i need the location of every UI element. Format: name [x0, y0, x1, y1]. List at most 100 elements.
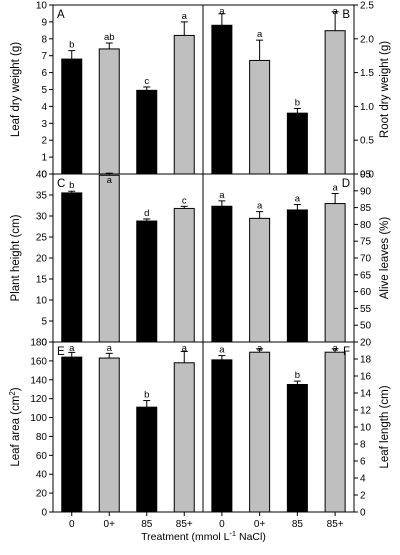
panel-b-sig-letter: a: [257, 29, 263, 40]
panel-a-ytick-label: 10: [36, 1, 48, 12]
panel-d-letter: D: [342, 178, 350, 190]
panel-f-bar: [249, 351, 271, 513]
panel-d-ylabel: Alive leaves (%): [379, 217, 391, 300]
panel-e-ylabel: Leaf area (cm2): [8, 387, 22, 466]
panel-c-bar: [98, 174, 120, 343]
panel-f-ytick-label: 0: [360, 508, 366, 519]
panel-a-ytick-label: 1: [41, 153, 47, 164]
panel-e-ytick-label: 80: [36, 432, 48, 443]
panel-c-bar: [61, 192, 83, 343]
panel-f-ytick-label: 6: [360, 457, 366, 468]
panel-a-sig-letter: b: [69, 40, 74, 51]
panel-e-ylabel-tail: ): [10, 387, 22, 391]
panel-d-sig-letter: a: [295, 194, 301, 205]
panel-a: Leaf dry weight (g): [10, 4, 204, 175]
panel-f-bar: [324, 351, 346, 513]
panel-e-sig-letter: a: [182, 343, 188, 354]
panel-b-ytick-label: 0.5: [360, 136, 374, 147]
panel-c-ytick-label: 40: [36, 170, 48, 181]
panel-a-ytick-label: 7: [41, 51, 47, 62]
panel-b-ytick-label: 2.5: [360, 1, 374, 12]
panel-c-sig-letter: a: [107, 175, 113, 186]
panel-a-ytick-label: 9: [41, 17, 47, 28]
panel-a-ylabel: Leaf dry weight (g): [10, 42, 22, 137]
panel-d-ytick-label: 80: [360, 220, 372, 231]
panel-f-ytick-label: 14: [360, 389, 372, 400]
panel-d-ylabel-text: Alive leaves (%): [379, 217, 391, 300]
panel-e-sig-letter: a: [107, 343, 113, 354]
panel-a-ytick-label: 6: [41, 68, 47, 79]
x-axis-label-text: Treatment (mmol L: [141, 531, 229, 543]
panel-f-ytick-label: 10: [360, 423, 372, 434]
panel-e-bar: [61, 356, 83, 513]
panel-d: Alive leaves (%): [202, 173, 391, 343]
panel-e-xtick-label: 0+: [104, 519, 116, 530]
panel-c-ytick-label: 35: [36, 191, 48, 202]
x-axis-label: Treatment (mmol L-1 NaCl): [141, 529, 266, 543]
panel-f-ytick-label: 16: [360, 372, 372, 383]
panel-c-ytick-label: 30: [36, 212, 48, 223]
panel-d-sig-letter: a: [257, 201, 263, 212]
panel-a-bar: [136, 89, 158, 175]
panel-f-xtick-label: 0: [219, 519, 225, 530]
panel-b-ylabel-text: Root dry weight (g): [379, 41, 391, 138]
panel-d-bar: [211, 205, 233, 343]
panel-f-bar: [286, 384, 308, 513]
panel-e-ylabel-text: Leaf area (cm: [10, 396, 22, 467]
panel-f-sig-letter: a: [219, 345, 225, 356]
panel-e-ytick-label: 20: [36, 489, 48, 500]
panel-c-ytick-label: 15: [36, 275, 48, 286]
panel-e-ytick-label: 100: [30, 413, 47, 424]
panel-a-bar: [61, 58, 83, 175]
panel-d-ytick-label: 90: [360, 186, 372, 197]
panel-b-ytick-label: 2.0: [360, 34, 374, 45]
panel-e-sig-letter: a: [69, 343, 75, 354]
panel-b-sig-letter: b: [295, 97, 300, 108]
panel-f-ytick-label: 20: [360, 338, 372, 349]
panel-a-ytick-label: 5: [41, 85, 47, 96]
panel-c-bar: [136, 220, 158, 343]
panel-f: Leaf length (cm): [202, 341, 391, 516]
panel-b-ylabel: Root dry weight (g): [379, 41, 391, 138]
panel-a-sig-letter: c: [144, 76, 149, 87]
panel-f-sig-letter: a: [257, 343, 263, 354]
panel-b-sig-letter: a: [219, 6, 225, 17]
panel-c-ytick-label: 20: [36, 254, 48, 265]
panel-e-bar: [136, 406, 158, 513]
panel-d-ytick-label: 95: [360, 170, 372, 181]
panel-f-xtick-label: 85: [292, 519, 304, 530]
x-axis-label-sup: -1: [229, 529, 236, 538]
panel-f-letter: F: [343, 346, 350, 358]
panel-b: Root dry weight (g): [202, 4, 391, 175]
panel-f-ylabel: Leaf length (cm): [379, 385, 391, 468]
panel-d-sig-letter: a: [332, 182, 338, 193]
panel-d-ytick-label: 50: [360, 321, 372, 332]
panel-e-ytick-label: 180: [30, 338, 47, 349]
panel-d-ytick-label: 60: [360, 287, 372, 298]
panel-a-bar: [173, 34, 195, 175]
panel-e-ytick-label: 40: [36, 470, 48, 481]
panel-d-ytick-label: 75: [360, 237, 372, 248]
panel-b-bar: [249, 59, 271, 175]
panel-c-bar: [173, 207, 195, 343]
panel-d-bar: [249, 217, 271, 343]
panel-e-ylabel-sup: 2: [8, 391, 17, 396]
panel-e: Leaf area (cm2): [8, 341, 204, 516]
panel-c-sig-letter: b: [69, 180, 74, 191]
panel-f-ytick-label: 12: [360, 406, 372, 417]
panel-d-sig-letter: a: [219, 190, 225, 201]
panel-c-sig-letter: c: [182, 195, 187, 206]
panel-f-sig-letter: a: [332, 343, 338, 354]
panel-c-letter: C: [57, 178, 65, 190]
panel-e-xtick-label: 85+: [176, 519, 193, 530]
panel-e-ytick-label: 120: [30, 394, 47, 405]
panel-b-bar: [211, 24, 233, 175]
panel-e-xtick-label: 85: [141, 519, 153, 530]
panel-a-bar: [98, 48, 120, 175]
panel-a-letter: A: [57, 9, 65, 21]
panel-d-bar: [286, 209, 308, 343]
panel-a-ytick-label: 4: [41, 102, 47, 113]
panel-d-ytick-label: 85: [360, 203, 372, 214]
panel-a-ytick-label: 0: [41, 170, 47, 181]
